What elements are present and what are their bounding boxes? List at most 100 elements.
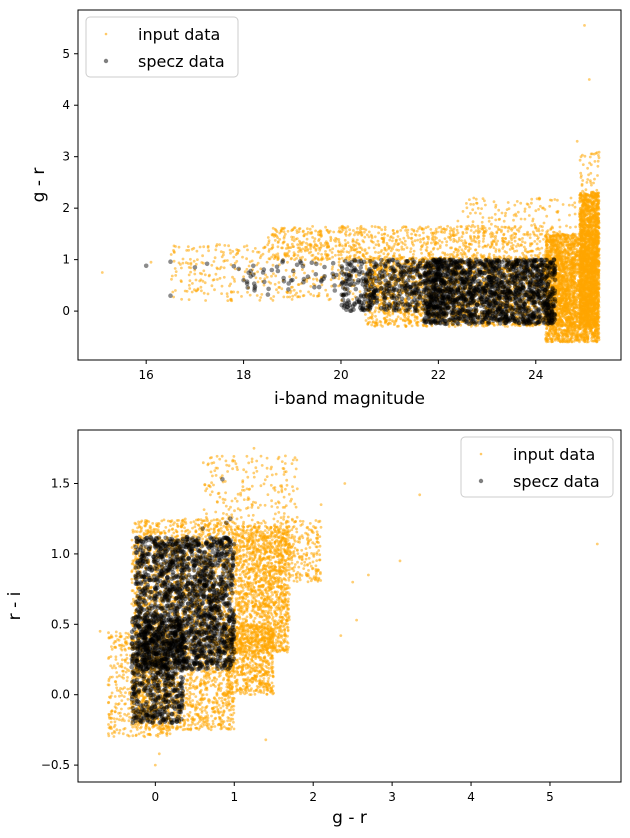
data-point bbox=[583, 232, 587, 236]
data-point bbox=[597, 287, 601, 291]
data-point bbox=[590, 258, 594, 261]
data-point bbox=[591, 287, 595, 291]
data-point bbox=[576, 258, 580, 262]
data-point bbox=[596, 269, 600, 272]
data-point bbox=[569, 332, 573, 336]
data-point bbox=[584, 321, 588, 325]
data-point bbox=[570, 340, 574, 344]
data-point bbox=[587, 312, 590, 316]
data-point bbox=[597, 216, 600, 220]
data-point bbox=[579, 298, 583, 301]
data-point bbox=[575, 339, 579, 342]
data-point bbox=[561, 340, 565, 344]
data-point bbox=[596, 249, 600, 253]
data-point bbox=[585, 296, 588, 300]
data-point bbox=[580, 331, 583, 335]
plot-area bbox=[100, 24, 601, 344]
data-point bbox=[578, 321, 582, 325]
data-point bbox=[567, 301, 571, 305]
data-point bbox=[585, 340, 589, 344]
data-point bbox=[579, 255, 583, 258]
data-point bbox=[566, 240, 570, 244]
data-point bbox=[549, 338, 553, 341]
data-point bbox=[579, 304, 583, 308]
data-point bbox=[594, 315, 598, 319]
data-point bbox=[579, 270, 583, 274]
data-point bbox=[597, 315, 601, 319]
data-point bbox=[582, 209, 586, 213]
data-point bbox=[578, 211, 582, 215]
data-point bbox=[396, 315, 400, 319]
data-point bbox=[561, 337, 564, 341]
data-point bbox=[578, 249, 582, 253]
data-point bbox=[564, 233, 568, 237]
data-point bbox=[596, 239, 599, 243]
data-point bbox=[590, 293, 594, 297]
data-point bbox=[584, 241, 588, 245]
data-point bbox=[579, 222, 582, 226]
data-point bbox=[580, 198, 584, 201]
data-point bbox=[575, 324, 579, 327]
data-point bbox=[560, 244, 564, 248]
data-point bbox=[571, 308, 575, 312]
data-point bbox=[595, 255, 599, 259]
data-point bbox=[595, 212, 599, 216]
data-point bbox=[579, 263, 582, 267]
data-point bbox=[596, 273, 600, 277]
data-point bbox=[568, 288, 572, 292]
data-point bbox=[582, 304, 586, 307]
data-point bbox=[593, 239, 597, 243]
data-point bbox=[579, 308, 583, 311]
data-point bbox=[554, 331, 558, 335]
data-point bbox=[597, 310, 601, 313]
data-point bbox=[550, 340, 554, 343]
data-point bbox=[591, 263, 595, 266]
data-point bbox=[586, 335, 590, 338]
data-point bbox=[554, 292, 557, 296]
data-point bbox=[595, 328, 599, 332]
data-point bbox=[586, 207, 589, 211]
data-point bbox=[576, 300, 579, 304]
data-point bbox=[594, 312, 597, 315]
data-point bbox=[594, 288, 597, 292]
data-point bbox=[594, 242, 598, 246]
data-point bbox=[545, 244, 549, 248]
data-point bbox=[597, 219, 601, 223]
data-point bbox=[572, 293, 575, 296]
data-point bbox=[553, 328, 557, 332]
data-point bbox=[591, 229, 594, 233]
data-point bbox=[583, 331, 587, 334]
data-point bbox=[587, 249, 591, 253]
data-point bbox=[589, 275, 592, 279]
data-point bbox=[560, 239, 563, 243]
data-point bbox=[586, 216, 590, 220]
data-point bbox=[582, 254, 585, 258]
data-point bbox=[586, 282, 589, 286]
data-point bbox=[573, 327, 577, 331]
data-point bbox=[593, 333, 597, 337]
data-point bbox=[549, 327, 553, 330]
data-point bbox=[562, 334, 565, 337]
data-point bbox=[575, 317, 578, 321]
data-point bbox=[556, 236, 559, 240]
data-point bbox=[563, 248, 566, 252]
data-point bbox=[586, 317, 590, 320]
data-point bbox=[597, 293, 600, 297]
data-point bbox=[564, 334, 568, 337]
data-point bbox=[597, 284, 601, 287]
data-point bbox=[575, 241, 579, 245]
data-point bbox=[579, 258, 583, 262]
data-point bbox=[584, 237, 588, 241]
data-point bbox=[589, 328, 592, 332]
data-point bbox=[573, 314, 576, 317]
data-point bbox=[569, 326, 573, 329]
data-point bbox=[590, 317, 593, 321]
data-point bbox=[587, 332, 590, 336]
data-point bbox=[595, 195, 599, 198]
data-point bbox=[585, 302, 589, 305]
data-point bbox=[575, 273, 578, 276]
data-point bbox=[579, 293, 583, 297]
data-point bbox=[579, 219, 583, 223]
data-point bbox=[569, 246, 573, 250]
data-point bbox=[597, 253, 601, 257]
